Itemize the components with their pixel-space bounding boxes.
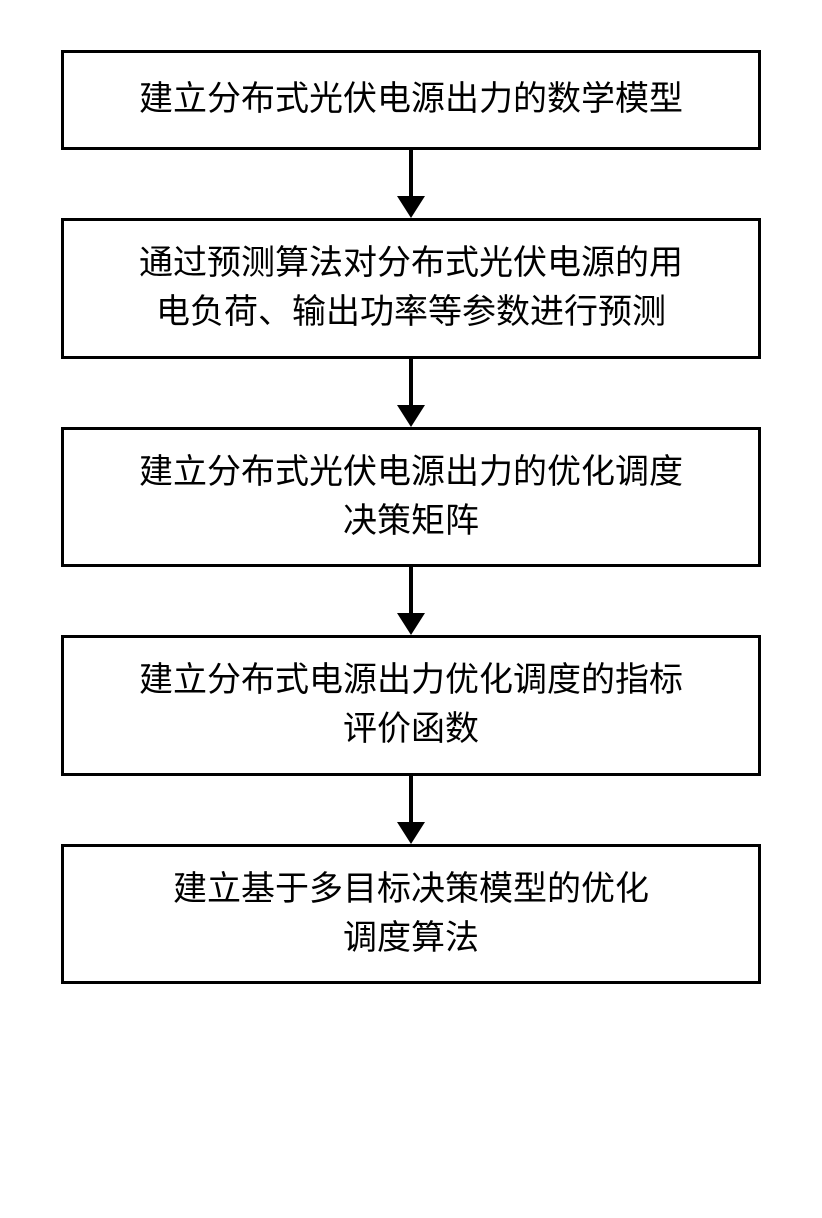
arrow-n4-n5	[397, 776, 425, 844]
arrow-line	[409, 567, 413, 613]
node-text: 建立基于多目标决策模型的优化 调度算法	[173, 865, 649, 964]
flowchart-node-n3: 建立分布式光伏电源出力的优化调度 决策矩阵	[61, 427, 761, 568]
arrow-head-icon	[397, 822, 425, 844]
arrow-n1-n2	[397, 150, 425, 218]
arrow-line	[409, 359, 413, 405]
flowchart-node-n4: 建立分布式电源出力优化调度的指标 评价函数	[61, 635, 761, 776]
arrow-line	[409, 150, 413, 196]
arrow-n2-n3	[397, 359, 425, 427]
arrow-head-icon	[397, 196, 425, 218]
flowchart-node-n2: 通过预测算法对分布式光伏电源的用 电负荷、输出功率等参数进行预测	[61, 218, 761, 359]
flowchart-node-n1: 建立分布式光伏电源出力的数学模型	[61, 50, 761, 150]
node-text: 通过预测算法对分布式光伏电源的用 电负荷、输出功率等参数进行预测	[139, 239, 683, 338]
arrow-n3-n4	[397, 567, 425, 635]
arrow-head-icon	[397, 405, 425, 427]
node-text: 建立分布式电源出力优化调度的指标 评价函数	[139, 656, 683, 755]
arrow-line	[409, 776, 413, 822]
flowchart-container: 建立分布式光伏电源出力的数学模型通过预测算法对分布式光伏电源的用 电负荷、输出功…	[0, 0, 822, 984]
flowchart-node-n5: 建立基于多目标决策模型的优化 调度算法	[61, 844, 761, 985]
node-text: 建立分布式光伏电源出力的数学模型	[139, 75, 683, 124]
node-text: 建立分布式光伏电源出力的优化调度 决策矩阵	[139, 448, 683, 547]
arrow-head-icon	[397, 613, 425, 635]
